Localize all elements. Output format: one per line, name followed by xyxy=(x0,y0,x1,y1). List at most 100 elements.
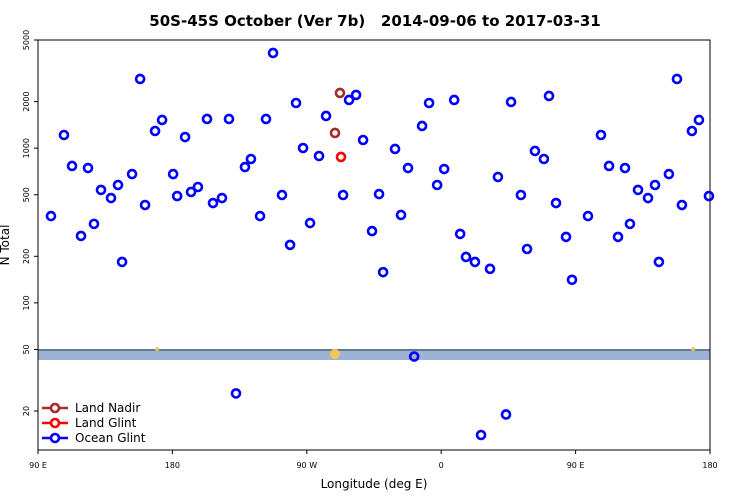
point xyxy=(357,134,369,146)
point xyxy=(460,251,472,263)
point xyxy=(134,73,146,85)
point xyxy=(402,162,414,174)
point xyxy=(505,96,517,108)
land-band xyxy=(38,349,710,360)
point xyxy=(595,129,607,141)
point xyxy=(624,218,636,230)
point xyxy=(297,142,309,154)
y-tick-label: 200 xyxy=(22,249,31,264)
point xyxy=(566,274,578,286)
legend-marker xyxy=(49,417,61,429)
point xyxy=(290,97,302,109)
point xyxy=(88,218,100,230)
y-tick-label: 1000 xyxy=(22,138,31,158)
land-spot xyxy=(330,349,340,359)
point xyxy=(223,113,235,125)
y-tick-label: 50 xyxy=(22,344,31,354)
point xyxy=(185,186,197,198)
point xyxy=(560,231,572,243)
point xyxy=(192,181,204,193)
plot-frame xyxy=(37,39,711,451)
point xyxy=(550,197,562,209)
point xyxy=(416,120,428,132)
point xyxy=(334,87,346,99)
point xyxy=(320,110,332,122)
point xyxy=(653,256,665,268)
y-tick-label: 500 xyxy=(22,187,31,202)
point xyxy=(448,94,460,106)
point xyxy=(642,192,654,204)
point xyxy=(267,47,279,59)
point xyxy=(45,210,57,222)
point xyxy=(337,189,349,201)
point xyxy=(676,199,688,211)
point xyxy=(649,179,661,191)
point xyxy=(230,388,242,399)
point xyxy=(538,153,550,165)
point xyxy=(245,153,257,165)
point xyxy=(475,429,487,441)
point xyxy=(632,184,644,196)
legend-label: Ocean Glint xyxy=(75,431,146,445)
legend-marker xyxy=(49,432,61,444)
point xyxy=(179,131,191,143)
point xyxy=(105,192,117,204)
point xyxy=(82,162,94,174)
point xyxy=(438,163,450,175)
point xyxy=(239,161,251,173)
point xyxy=(423,97,435,109)
point xyxy=(469,256,481,268)
point xyxy=(693,114,705,126)
x-axis-label: Longitude (deg E) xyxy=(321,477,428,491)
point xyxy=(284,239,296,251)
point xyxy=(329,127,341,139)
point xyxy=(126,168,138,180)
legend-label: Land Nadir xyxy=(75,401,140,415)
point xyxy=(201,113,213,125)
point xyxy=(603,160,615,172)
legend-marker xyxy=(49,402,61,414)
y-tick-label: 100 xyxy=(22,295,31,310)
point xyxy=(543,90,555,102)
x-tick-label: 180 xyxy=(165,461,180,470)
point xyxy=(366,225,378,237)
point xyxy=(686,125,698,137)
point xyxy=(95,184,107,196)
point xyxy=(167,168,179,180)
point xyxy=(408,351,420,362)
y-tick-label: 5000 xyxy=(22,30,31,50)
chart-title: 50S-45S October (Ver 7b) 2014-09-06 to 2… xyxy=(149,12,600,30)
point xyxy=(454,228,466,240)
point xyxy=(521,243,533,255)
point xyxy=(671,73,683,85)
point xyxy=(260,113,272,125)
point xyxy=(515,189,527,201)
point xyxy=(619,162,631,174)
x-tick-label: 180 xyxy=(702,461,717,470)
point xyxy=(75,230,87,242)
x-tick-label: 0 xyxy=(439,461,444,470)
land-spot xyxy=(691,347,695,351)
point xyxy=(313,150,325,162)
point xyxy=(373,188,385,200)
x-tick-label: 90 E xyxy=(29,461,47,470)
point xyxy=(149,125,161,137)
point xyxy=(663,168,675,180)
point xyxy=(389,143,401,155)
point xyxy=(343,94,355,106)
point xyxy=(156,114,168,126)
point xyxy=(703,190,715,202)
point xyxy=(395,209,407,221)
y-tick-label: 20 xyxy=(22,406,31,416)
point xyxy=(207,197,219,209)
point xyxy=(492,171,504,183)
point xyxy=(304,217,316,229)
point xyxy=(350,89,362,101)
y-axis-label: N Total xyxy=(0,225,12,266)
y-tick-label: 2000 xyxy=(22,91,31,111)
point xyxy=(431,179,443,191)
point xyxy=(254,210,266,222)
